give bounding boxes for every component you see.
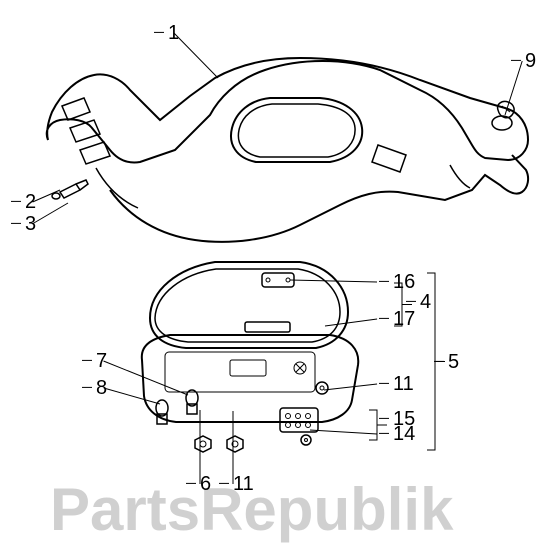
leader-line-17 xyxy=(325,319,377,326)
callout-1: 1 xyxy=(168,22,179,44)
callout-3: 3 xyxy=(25,213,36,235)
callout-17: 17 xyxy=(393,308,415,330)
leader-line-14 xyxy=(310,430,377,434)
instrument-cluster xyxy=(142,262,358,452)
leader-line-16 xyxy=(290,280,377,282)
callout-11a: 11 xyxy=(393,373,414,395)
screw-left xyxy=(52,180,88,199)
connector-block xyxy=(280,408,318,445)
callout-8: 8 xyxy=(96,377,107,399)
leader-line-11a xyxy=(324,384,377,390)
bulb-7 xyxy=(186,390,198,414)
leader-line-7 xyxy=(104,361,188,395)
handlebar-cover xyxy=(47,58,528,242)
callout-5: 5 xyxy=(448,351,459,373)
nut-11 xyxy=(227,436,243,452)
leader-line-8 xyxy=(104,388,160,404)
nut-6 xyxy=(195,436,211,452)
callout-4: 4 xyxy=(420,291,431,313)
callout-2: 2 xyxy=(25,191,36,213)
callout-6: 6 xyxy=(200,473,211,495)
leader-line-3 xyxy=(32,203,68,224)
callout-9: 9 xyxy=(525,50,536,72)
callout-16: 16 xyxy=(393,271,415,293)
callout-7: 7 xyxy=(96,350,107,372)
leader-line-1 xyxy=(174,33,218,78)
parts-diagram: PartsRepublik xyxy=(0,0,560,557)
callout-15: 15 xyxy=(393,408,415,430)
bracket-15 xyxy=(369,410,387,440)
callout-11b: 11 xyxy=(233,473,254,495)
leader-line-2 xyxy=(33,190,60,202)
